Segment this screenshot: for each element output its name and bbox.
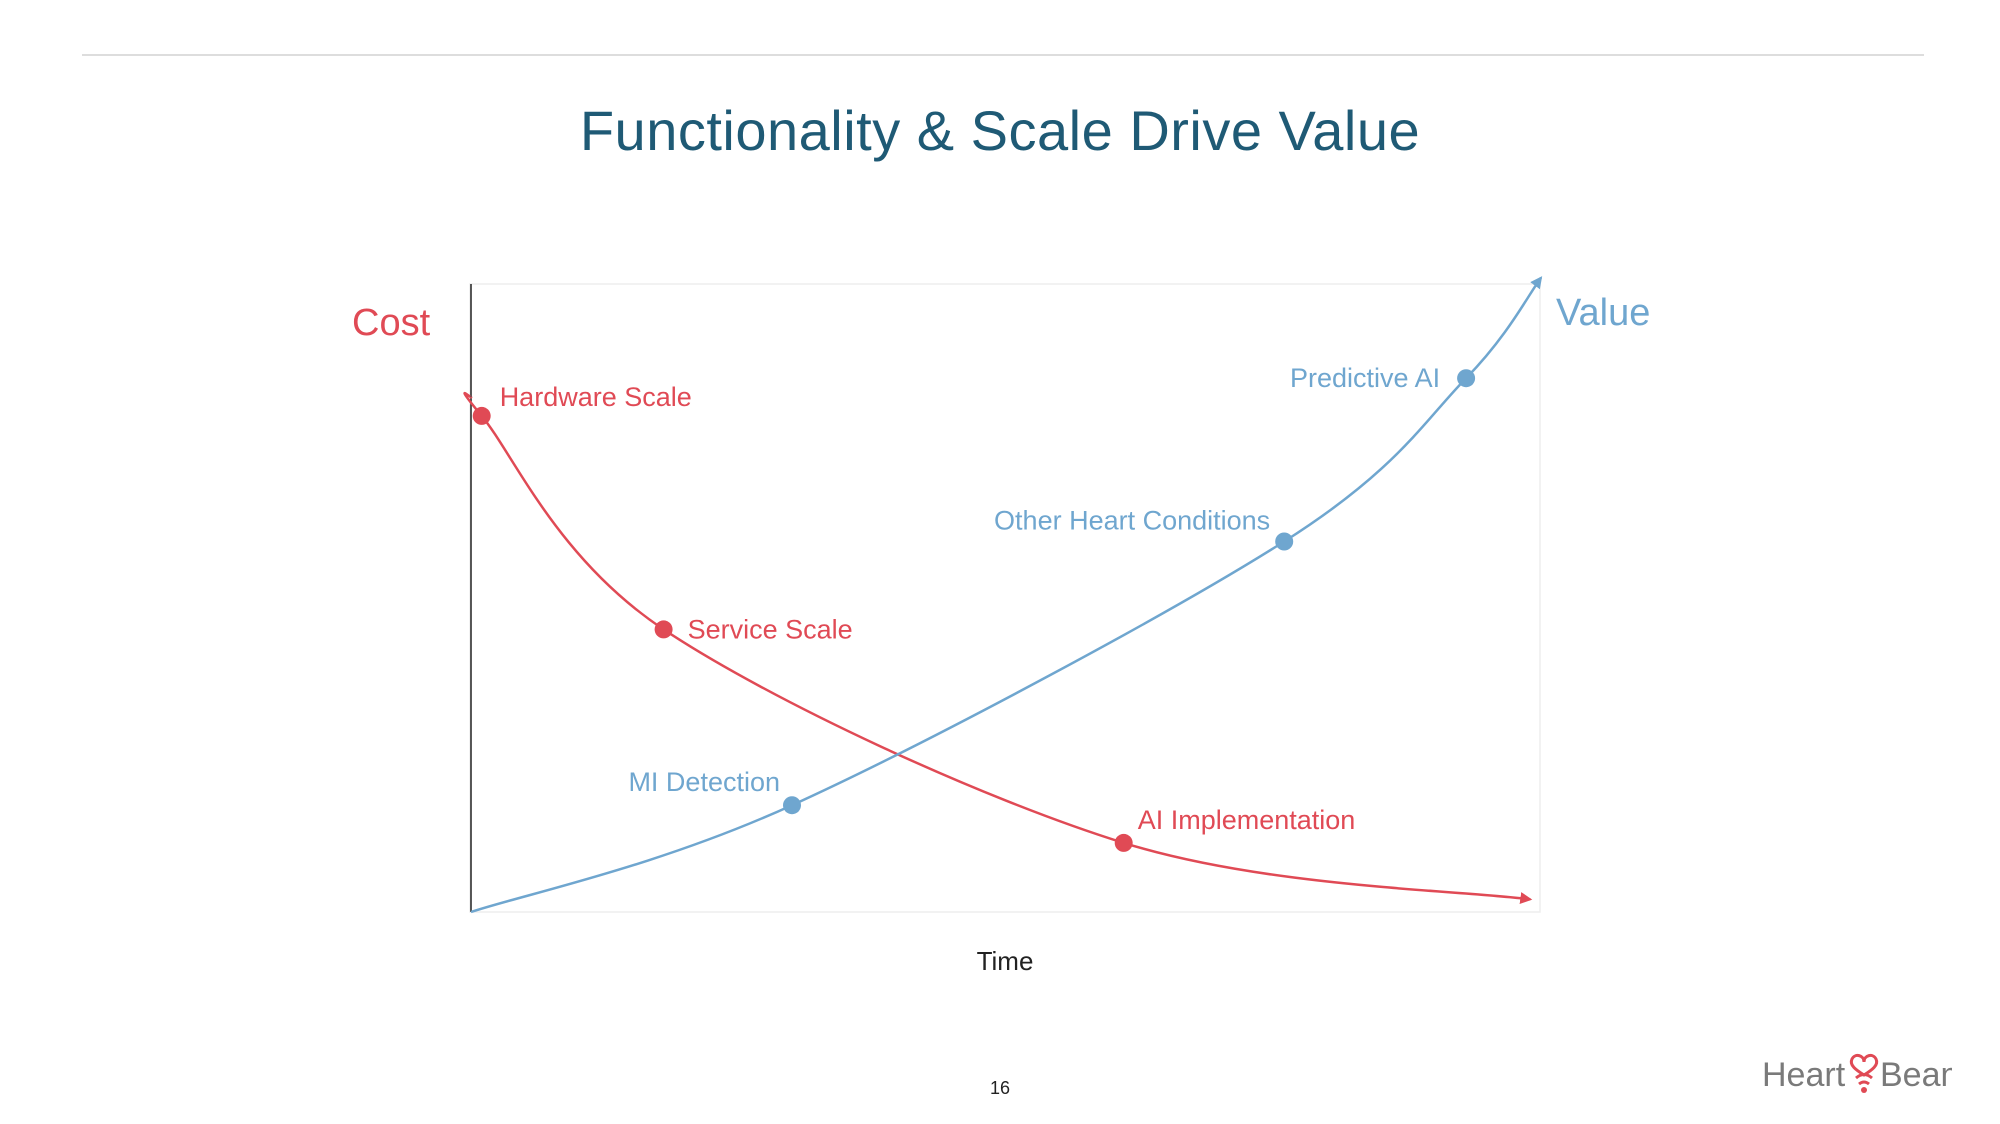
- milestone-label-cost-1: Service Scale: [688, 614, 853, 644]
- milestone-label-value-0: MI Detection: [628, 767, 780, 797]
- milestone-point-cost-2: [1114, 833, 1133, 852]
- plot-frame: [469, 283, 1541, 913]
- logo-text-right: Beam: [1880, 1056, 1952, 1094]
- milestone-point-cost-1: [654, 620, 673, 639]
- series-line-cost: [463, 391, 1533, 904]
- series-name-cost: Cost: [352, 302, 431, 344]
- milestone-point-value-2: [1457, 369, 1476, 388]
- milestone-label-cost-0: Hardware Scale: [500, 382, 692, 412]
- heart-wifi-icon: [1849, 1053, 1879, 1093]
- top-divider: [82, 54, 1924, 56]
- x-axis-label: Time: [977, 946, 1034, 976]
- series-name-value: Value: [1556, 292, 1650, 334]
- milestone-point-value-1: [1275, 532, 1294, 551]
- milestone-point-cost-0: [472, 406, 491, 425]
- logo-text-left: Heart: [1762, 1056, 1846, 1094]
- milestone-point-value-0: [783, 796, 801, 815]
- slide-title: Functionality & Scale Drive Value: [579, 99, 1421, 162]
- milestone-label-value-1: Other Heart Conditions: [994, 506, 1270, 536]
- milestone-label-cost-2: AI Implementation: [1138, 805, 1356, 835]
- milestone-label-value-2: Predictive AI: [1290, 363, 1440, 393]
- page-number: 16: [989, 1078, 1011, 1098]
- heartbeam-logo: Heart Beam: [1752, 1046, 1969, 1098]
